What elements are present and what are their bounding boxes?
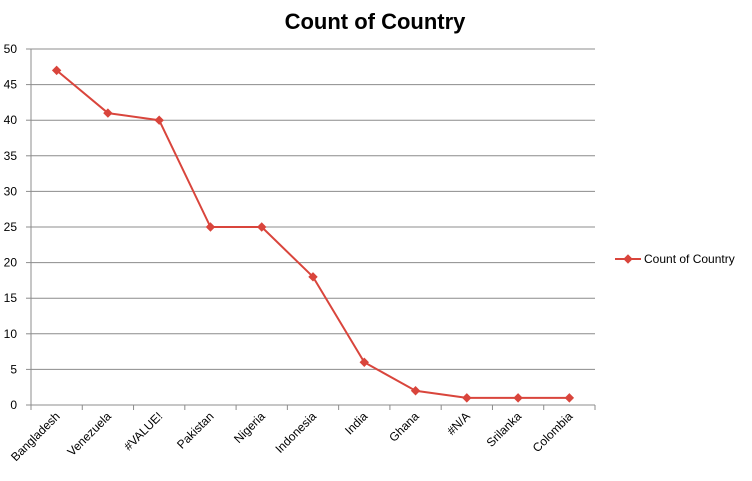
x-tick-label: Pakistan [174, 409, 216, 451]
y-tick-label: 30 [4, 184, 18, 198]
x-tick-label: Bangladesh [8, 409, 63, 464]
series-line [51, 65, 575, 403]
y-tick-label: 50 [4, 42, 18, 56]
legend: Count of Country [615, 252, 735, 266]
legend-marker [623, 254, 633, 264]
x-tick-label: Nigeria [231, 409, 268, 446]
data-point [462, 393, 472, 403]
x-tick-label: Srilanka [484, 409, 525, 450]
x-tick-label: Indonesia [272, 409, 319, 456]
y-tick-label: 15 [4, 291, 18, 305]
x-tick-label: India [342, 409, 371, 438]
y-tick-label: 20 [4, 256, 18, 270]
x-axis-tick-labels: Bangladesh Venezuela #VALUE! Pakistan Nigeri… [8, 409, 576, 464]
y-tick-label: 10 [4, 327, 18, 341]
y-tick-label: 5 [10, 362, 17, 376]
y-tick-label: 0 [10, 398, 17, 412]
y-tick-label: 35 [4, 149, 18, 163]
y-tick-label: 45 [4, 78, 18, 92]
y-tick-label: 25 [4, 220, 18, 234]
data-point [410, 386, 421, 396]
x-tick-label: #N/A [444, 409, 473, 438]
x-tick-label: Venezuela [64, 409, 114, 459]
data-point [257, 222, 267, 232]
data-point [308, 272, 318, 282]
data-point [103, 108, 113, 118]
data-point [359, 357, 369, 367]
legend-label: Count of Country [644, 252, 735, 266]
y-axis-tick-labels: 0 5 10 15 20 25 30 35 40 45 50 [4, 42, 18, 412]
data-point [51, 65, 62, 76]
data-point [564, 393, 575, 403]
x-tick-label: #VALUE! [121, 409, 165, 453]
data-point [205, 222, 216, 232]
series-line-path [55, 69, 570, 399]
data-point [154, 115, 164, 125]
y-tick-label: 40 [4, 113, 18, 127]
x-tick-label: Colombia [530, 409, 576, 455]
axes [30, 49, 596, 410]
chart-title: Count of Country [285, 9, 467, 34]
x-tick-label: Ghana [386, 409, 422, 445]
data-point [513, 393, 523, 403]
gridlines [26, 48, 595, 406]
